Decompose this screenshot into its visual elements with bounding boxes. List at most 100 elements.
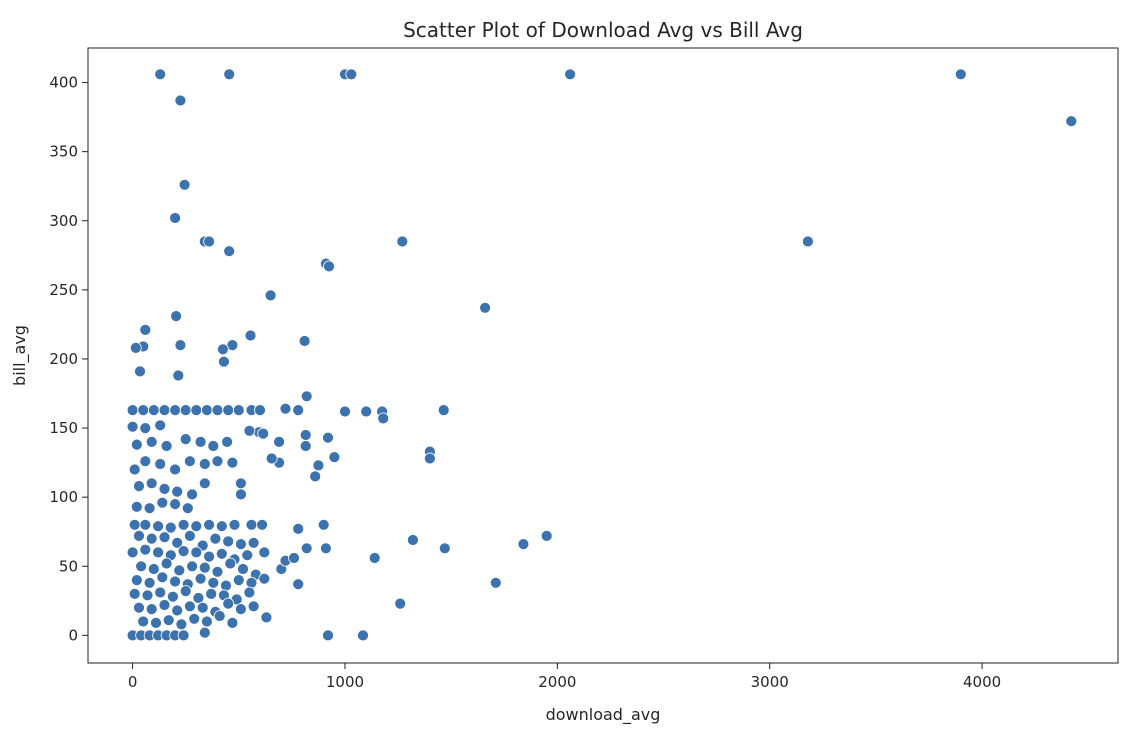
y-tick-label: 0 [68, 626, 78, 644]
data-point [207, 576, 220, 589]
data-point [226, 456, 239, 469]
data-point [220, 579, 232, 592]
data-point [186, 560, 199, 573]
data-point [172, 369, 185, 382]
data-point [319, 542, 332, 555]
data-point [328, 451, 341, 464]
data-point [143, 502, 156, 515]
data-point [377, 412, 390, 425]
data-point [194, 435, 207, 448]
y-tick-label: 350 [49, 143, 78, 161]
data-point [257, 427, 270, 440]
data-point [211, 565, 224, 578]
data-point [129, 341, 142, 354]
data-point [147, 404, 160, 417]
x-tick-label: 3000 [751, 673, 789, 691]
data-point [215, 520, 228, 533]
data-point [166, 590, 179, 603]
data-point [222, 404, 235, 417]
y-axis: 0 50 100 150 200 250 300 350 400 [49, 74, 88, 644]
data-point [154, 586, 167, 599]
data-point [145, 477, 158, 490]
data-point [292, 578, 305, 591]
data-point [198, 477, 211, 490]
data-point [215, 547, 228, 560]
data-point [137, 404, 150, 417]
data-point [158, 404, 171, 417]
data-point [203, 518, 216, 531]
data-point [179, 433, 192, 446]
y-axis-label: bill_avg [10, 325, 30, 386]
data-point [156, 496, 169, 509]
data-point [345, 68, 358, 81]
data-point [154, 458, 167, 470]
data-point [169, 463, 182, 476]
data-point [164, 521, 177, 534]
data-point [207, 440, 220, 452]
data-point [198, 458, 211, 470]
data-point [145, 532, 158, 545]
data-point [232, 404, 245, 417]
data-point [216, 343, 229, 356]
data-point [357, 629, 369, 642]
data-point [299, 429, 312, 441]
data-point [177, 629, 190, 642]
data-point [183, 530, 196, 542]
data-point [221, 435, 234, 448]
data-point [169, 498, 182, 511]
data-point [234, 477, 247, 490]
data-point [194, 572, 207, 585]
data-point [174, 339, 187, 352]
data-point [226, 617, 239, 629]
data-point [234, 488, 247, 501]
y-tick-label: 250 [49, 281, 78, 299]
data-point [423, 452, 436, 465]
data-point [256, 518, 269, 531]
data-point [171, 485, 184, 498]
data-point [139, 422, 152, 435]
data-point [540, 530, 553, 542]
data-point [139, 518, 152, 531]
data-point [223, 68, 236, 81]
data-point [133, 480, 145, 493]
data-point [160, 557, 173, 570]
data-point [186, 488, 199, 501]
data-point [258, 546, 271, 559]
data-point [292, 523, 305, 535]
data-point [224, 557, 237, 570]
data-point [143, 576, 156, 589]
data-point [222, 597, 235, 610]
data-point [177, 545, 190, 557]
data-point [128, 518, 141, 531]
data-point [134, 365, 146, 378]
data-point [360, 405, 373, 418]
x-axis: 0 1000 2000 3000 4000 [128, 663, 1001, 691]
data-point [322, 431, 334, 444]
data-point [198, 561, 211, 574]
data-point [175, 618, 188, 631]
data-point [203, 550, 216, 563]
data-point [300, 390, 313, 403]
data-point [517, 538, 530, 550]
data-point [438, 542, 451, 555]
data-point [243, 424, 256, 437]
data-point [154, 419, 167, 432]
y-tick-label: 400 [49, 74, 78, 92]
data-point [126, 420, 139, 433]
data-point [254, 404, 266, 417]
data-point [141, 589, 154, 602]
data-point [130, 574, 143, 586]
data-point [802, 235, 814, 248]
data-point [564, 68, 576, 81]
data-point [171, 536, 184, 549]
data-point [245, 518, 258, 531]
data-point [232, 574, 245, 586]
data-point [273, 435, 286, 448]
data-point [489, 576, 502, 589]
data-point [156, 571, 169, 584]
data-point [203, 235, 216, 248]
data-point [139, 455, 152, 468]
data-point [181, 502, 194, 515]
data-point [209, 532, 222, 545]
